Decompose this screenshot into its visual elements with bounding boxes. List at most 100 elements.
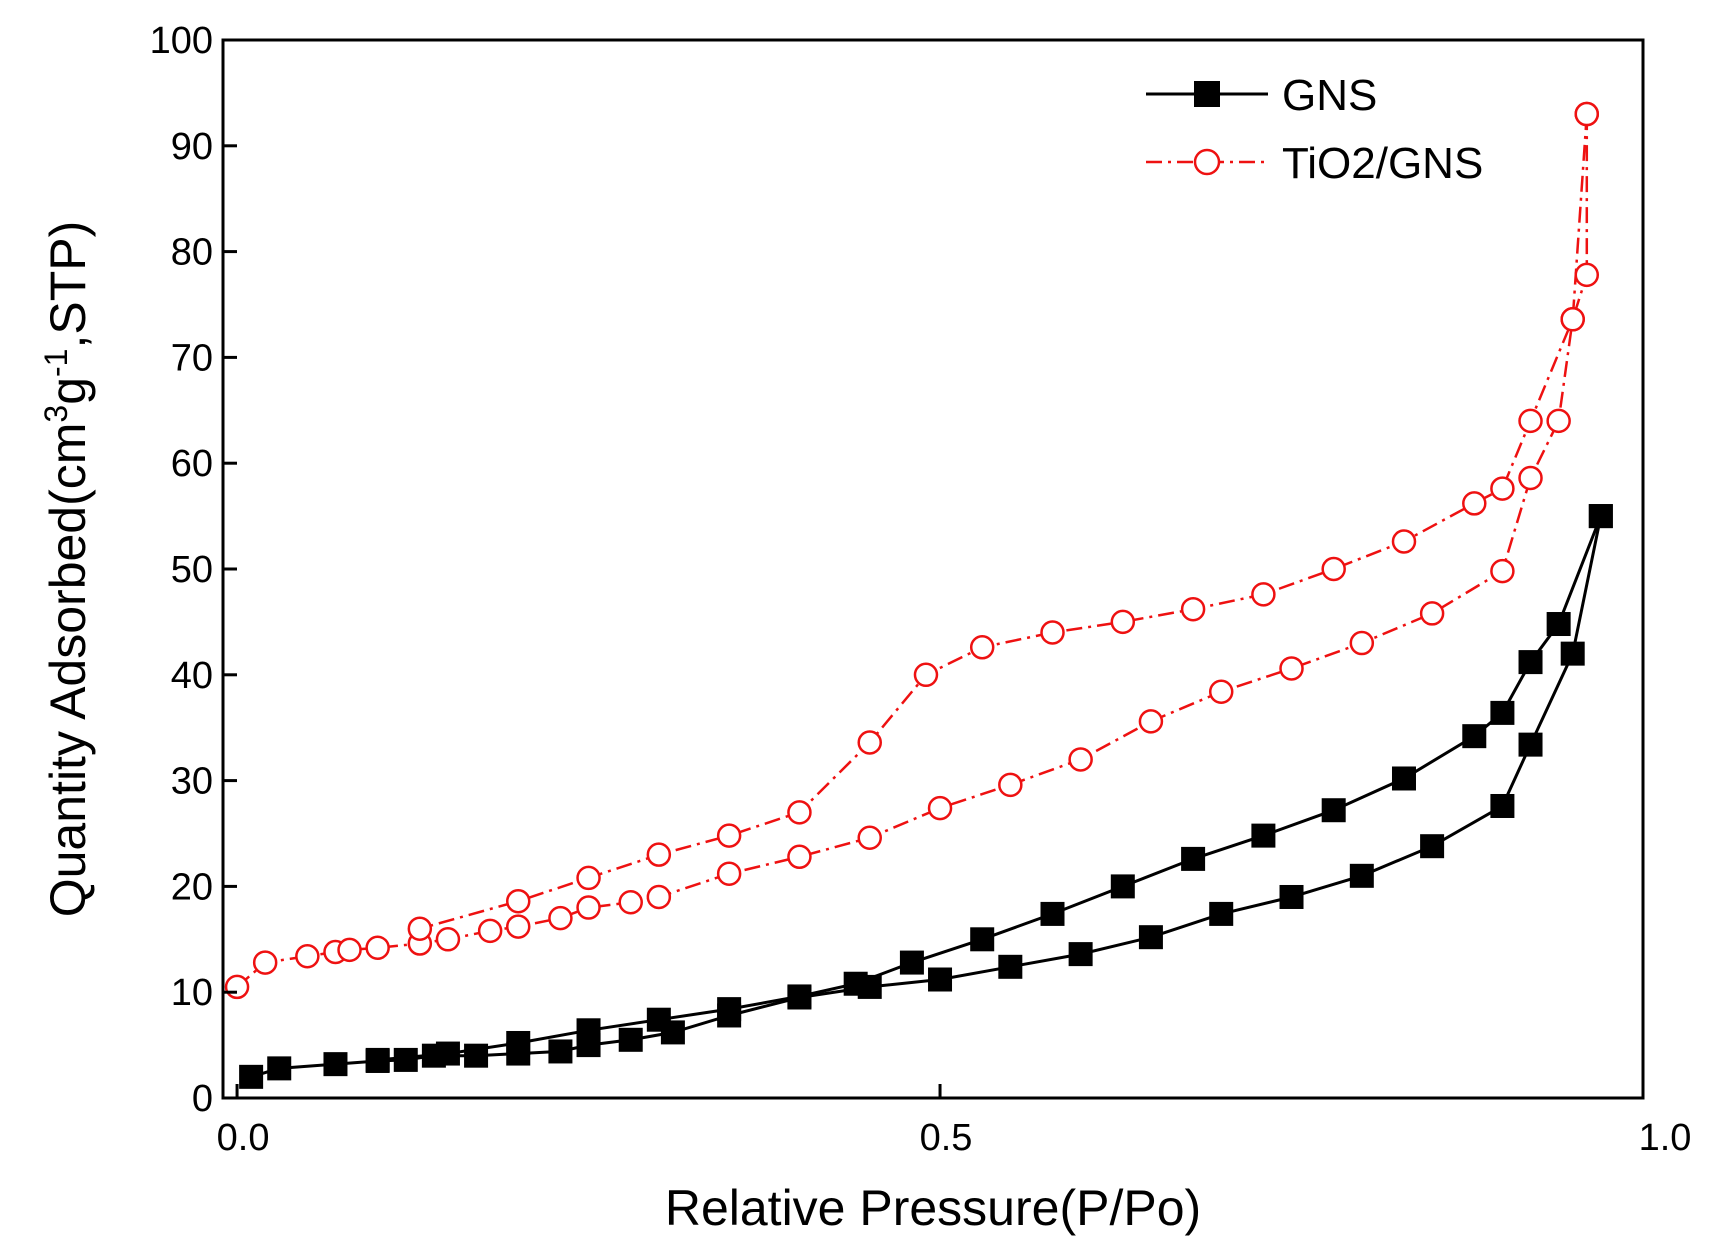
data-point	[969, 635, 995, 660]
y-tick-label: 90	[171, 126, 213, 168]
legend-label-tio2gns: TiO2/GNS	[1282, 139, 1483, 188]
y-tick-label: 0	[192, 1078, 213, 1120]
series-line-adsorption	[236, 114, 1589, 988]
data-point	[1574, 262, 1600, 288]
data-point	[1518, 650, 1543, 675]
data-point	[224, 974, 250, 1000]
data-point	[1349, 863, 1374, 888]
data-point	[1490, 793, 1515, 818]
data-point	[1518, 408, 1543, 434]
data-point	[1490, 558, 1515, 584]
data-point	[477, 918, 503, 944]
data-point	[857, 730, 882, 755]
data-point	[899, 950, 924, 975]
data-point	[1279, 884, 1304, 909]
data-point	[323, 1052, 348, 1077]
series-tio2-gns	[224, 101, 1600, 1000]
data-point	[576, 895, 601, 920]
data-point	[1560, 307, 1585, 332]
y-axis-title-sup1: 3	[38, 405, 74, 423]
y-axis-title-end: ,STP)	[40, 221, 96, 349]
data-point	[1518, 465, 1543, 491]
y-tick-label: 40	[171, 655, 213, 697]
data-point	[1208, 679, 1234, 704]
y-axis-title-sup2: -1	[38, 349, 74, 377]
data-point	[843, 971, 868, 996]
data-point	[1279, 656, 1304, 681]
series-gns	[239, 504, 1613, 1089]
data-point	[1209, 901, 1234, 926]
data-point	[1588, 504, 1613, 529]
data-point	[1181, 846, 1206, 871]
data-point	[1420, 834, 1445, 859]
x-tick-label: 1.0	[1639, 1117, 1692, 1159]
data-point	[646, 842, 672, 867]
data-point	[464, 1043, 489, 1068]
data-point	[928, 967, 953, 992]
data-point	[1560, 641, 1585, 666]
data-point	[1349, 630, 1375, 656]
data-point	[717, 997, 742, 1022]
y-tick-label: 100	[150, 20, 213, 62]
data-point	[716, 823, 742, 848]
data-point	[927, 795, 953, 821]
data-point	[576, 865, 601, 891]
data-point	[506, 1030, 531, 1055]
y-tick-label: 70	[171, 337, 213, 379]
data-point	[618, 890, 643, 915]
data-point	[505, 888, 531, 914]
data-point	[1180, 596, 1206, 622]
data-point	[646, 884, 672, 910]
data-point	[998, 954, 1023, 979]
data-point	[1462, 724, 1487, 749]
x-axis-title: Relative Pressure(P/Po)	[665, 1180, 1201, 1236]
legend-marker-tio2gns	[1193, 148, 1221, 176]
data-point	[1490, 700, 1515, 725]
data-point	[646, 1007, 671, 1032]
data-point	[1251, 582, 1276, 607]
data-point	[1490, 476, 1515, 501]
y-tick-label: 60	[171, 443, 213, 485]
data-point	[267, 1056, 292, 1081]
data-point	[787, 984, 812, 1009]
series-line-desorption	[419, 114, 1589, 930]
data-point	[998, 772, 1023, 798]
data-point	[365, 1047, 390, 1072]
data-point	[1391, 766, 1416, 791]
plot-layer	[224, 101, 1613, 1089]
data-point	[393, 1047, 418, 1072]
data-point	[1546, 408, 1571, 434]
y-tick-label: 10	[171, 972, 213, 1014]
series-line-adsorption	[250, 515, 1603, 1079]
data-point	[548, 905, 573, 931]
data-point	[435, 927, 461, 952]
data-point	[1138, 709, 1164, 734]
data-point	[1321, 556, 1346, 582]
data-point	[618, 1027, 643, 1052]
data-point	[1518, 732, 1543, 757]
data-point	[787, 844, 812, 870]
x-tick-label: 0.5	[920, 1117, 973, 1159]
y-axis-title-main: Quantity Adsorbed(cm	[40, 423, 96, 918]
data-point	[857, 825, 882, 850]
data-point	[1321, 798, 1346, 823]
data-point	[1068, 942, 1093, 967]
data-point	[1546, 612, 1571, 637]
data-point	[1462, 491, 1487, 516]
y-axis-title-mid: g	[40, 377, 96, 405]
data-point	[548, 1039, 573, 1064]
data-point	[365, 935, 390, 961]
data-point	[1110, 609, 1136, 635]
y-axis-title: Quantity Adsorbed(cm3g-1,STP)	[38, 221, 96, 918]
data-point	[295, 943, 320, 969]
data-point	[970, 927, 995, 952]
data-point	[1068, 747, 1093, 772]
data-point	[1040, 901, 1065, 926]
y-tick-label: 50	[171, 549, 213, 591]
data-point	[407, 916, 433, 941]
data-point	[435, 1041, 460, 1066]
x-tick-label: 0.0	[217, 1117, 270, 1159]
data-point	[1574, 101, 1600, 127]
y-tick-label: 80	[171, 232, 213, 274]
